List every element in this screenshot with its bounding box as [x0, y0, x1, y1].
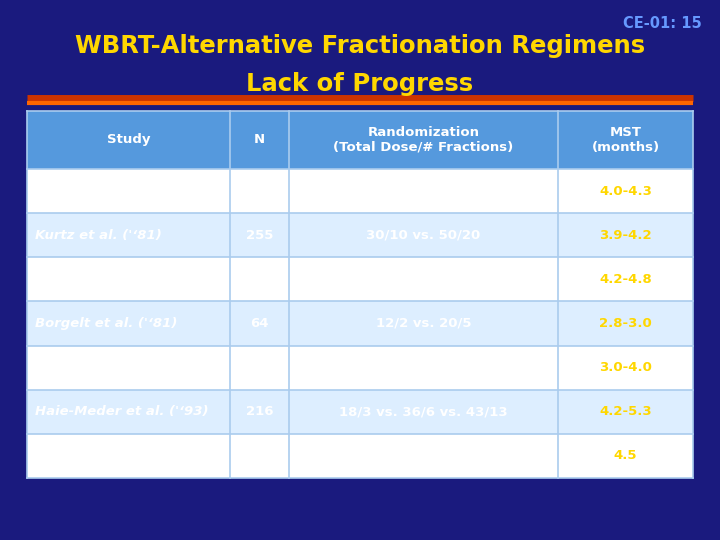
Text: MST
(months): MST (months) [591, 126, 660, 154]
Text: 54.4/34 vs. 30/10: 54.4/34 vs. 30/10 [359, 449, 488, 462]
Bar [27, 213, 693, 257]
Text: 64: 64 [251, 317, 269, 330]
Bar [27, 257, 693, 301]
Text: Borgelt et al. ('‘81): Borgelt et al. ('‘81) [35, 317, 177, 330]
Bar [27, 169, 693, 213]
Bar [27, 434, 693, 478]
Text: 3.9-4.2: 3.9-4.2 [599, 229, 652, 242]
Text: 255: 255 [246, 229, 273, 242]
Bar [27, 346, 693, 390]
Text: 4.0-4.3: 4.0-4.3 [599, 185, 652, 198]
Text: 138: 138 [246, 273, 274, 286]
Text: Kurtz et al. ('‘81): Kurtz et al. ('‘81) [35, 229, 161, 242]
Text: N: N [254, 133, 265, 146]
Text: Harwood et al. ('‘77): Harwood et al. ('‘77) [35, 185, 189, 198]
Text: Murray et al. ('‘97): Murray et al. ('‘97) [35, 449, 174, 462]
Text: CE-01: 15: CE-01: 15 [624, 16, 702, 31]
Text: 4.2-5.3: 4.2-5.3 [599, 405, 652, 418]
Text: 18/3 vs. 36/6 vs. 43/13: 18/3 vs. 36/6 vs. 43/13 [339, 405, 508, 418]
Text: Lack of Progress: Lack of Progress [246, 72, 474, 96]
Bar [27, 111, 693, 169]
Bar [27, 390, 693, 434]
Text: 101: 101 [246, 185, 274, 198]
Text: 10/1 vs. 30/10 vs. 40/20: 10/1 vs. 30/10 vs. 40/20 [335, 273, 513, 286]
Bar [27, 301, 693, 346]
Text: 445: 445 [246, 449, 274, 462]
Text: Chatani et al. ('‘85): Chatani et al. ('‘85) [35, 361, 179, 374]
Text: Study: Study [107, 133, 150, 146]
Text: Haie-Meder et al. ('‘93): Haie-Meder et al. ('‘93) [35, 405, 208, 418]
Text: 12/2 vs. 20/5: 12/2 vs. 20/5 [376, 317, 472, 330]
Text: Randomization
(Total Dose/# Fractions): Randomization (Total Dose/# Fractions) [333, 126, 513, 154]
Text: 30/10 vs. 10/1: 30/10 vs. 10/1 [371, 185, 476, 198]
Text: Borgelt et al. ('‘81): Borgelt et al. ('‘81) [35, 273, 177, 286]
Text: 30/10 vs. 50/20: 30/10 vs. 50/20 [366, 229, 481, 242]
Text: 2.8-3.0: 2.8-3.0 [599, 317, 652, 330]
Text: 70: 70 [251, 361, 269, 374]
Text: 3.0-4.0: 3.0-4.0 [599, 361, 652, 374]
Text: 4.5: 4.5 [613, 449, 637, 462]
Text: 216: 216 [246, 405, 274, 418]
Text: 4.2-4.8: 4.2-4.8 [599, 273, 652, 286]
Text: 30/10 vs. 50/20: 30/10 vs. 50/20 [366, 361, 481, 374]
Text: WBRT-Alternative Fractionation Regimens: WBRT-Alternative Fractionation Regimens [75, 34, 645, 58]
